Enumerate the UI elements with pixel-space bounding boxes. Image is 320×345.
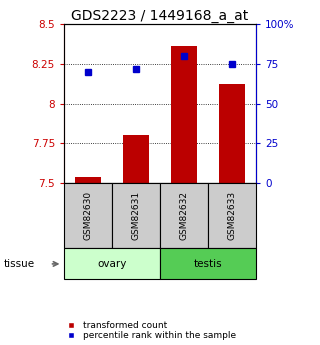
Text: GSM82630: GSM82630 — [84, 191, 92, 240]
Text: testis: testis — [194, 259, 222, 269]
Text: GSM82633: GSM82633 — [228, 191, 236, 240]
Bar — [112, 183, 160, 248]
Text: ovary: ovary — [97, 259, 127, 269]
Legend: transformed count, percentile rank within the sample: transformed count, percentile rank withi… — [62, 321, 236, 341]
Bar — [64, 183, 112, 248]
Bar — [160, 248, 256, 279]
Bar — [160, 183, 208, 248]
Bar — [208, 183, 256, 248]
Bar — [64, 248, 160, 279]
Text: tissue: tissue — [3, 259, 34, 269]
Bar — [171, 46, 197, 183]
Title: GDS2223 / 1449168_a_at: GDS2223 / 1449168_a_at — [71, 9, 249, 23]
Bar — [75, 177, 101, 183]
Text: GSM82632: GSM82632 — [180, 191, 188, 240]
Bar — [123, 135, 149, 183]
Text: GSM82631: GSM82631 — [132, 191, 140, 240]
Bar — [219, 85, 245, 183]
